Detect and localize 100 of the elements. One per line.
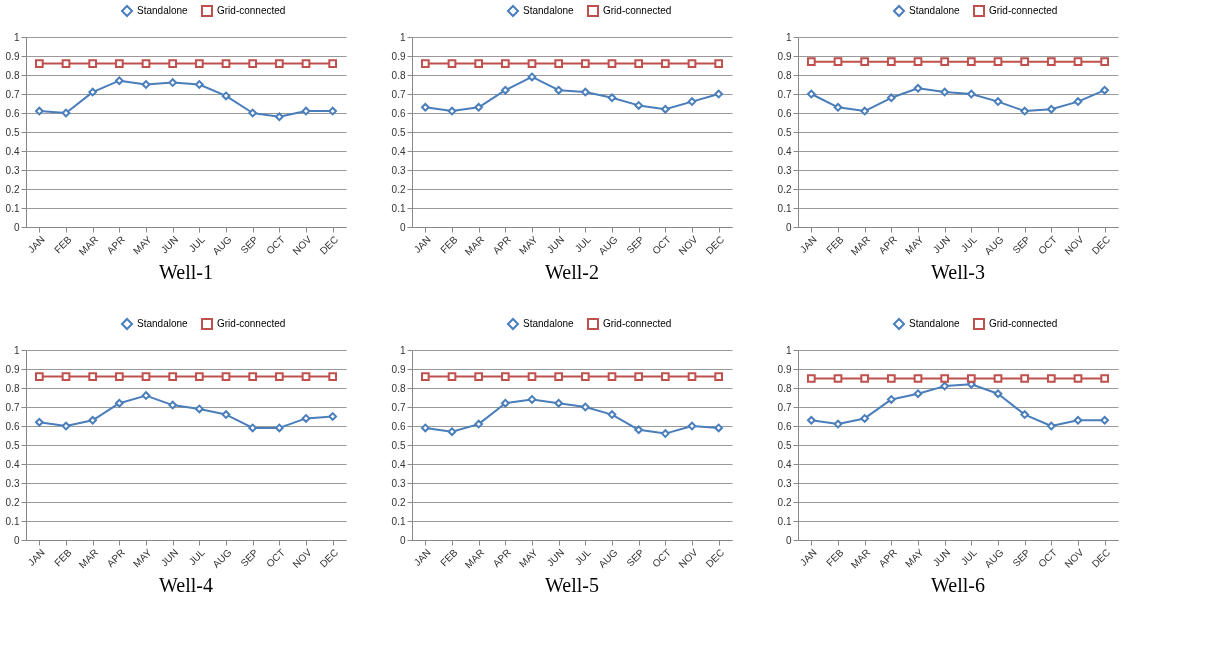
point bbox=[61, 372, 71, 381]
text: Well-4 bbox=[159, 573, 213, 596]
y-tick-label: 0.7 bbox=[777, 401, 792, 413]
point bbox=[301, 106, 311, 116]
x-tick-label: JUN bbox=[930, 546, 953, 569]
point bbox=[527, 372, 537, 381]
point bbox=[114, 76, 124, 86]
point bbox=[168, 400, 178, 410]
text: Well-2 bbox=[545, 260, 599, 283]
point bbox=[500, 85, 510, 95]
point bbox=[993, 374, 1003, 383]
y-tick-label: 0.3 bbox=[777, 164, 792, 176]
y-tick-label: 0.9 bbox=[391, 50, 406, 62]
point bbox=[328, 372, 338, 381]
point bbox=[168, 78, 178, 87]
y-tick-label: 0.8 bbox=[391, 69, 406, 81]
point bbox=[833, 374, 843, 383]
point bbox=[913, 57, 923, 67]
y-tick-label: 0.1 bbox=[777, 202, 792, 214]
x-tick-label: SEP bbox=[624, 233, 647, 256]
legend-label: Grid-connected bbox=[603, 5, 672, 16]
point bbox=[34, 59, 44, 68]
x-tick-label: JUL bbox=[958, 546, 980, 568]
y-tick-label: 0.4 bbox=[777, 145, 792, 157]
y-tick-label: 0.1 bbox=[391, 515, 406, 527]
y-tick-label: 0.8 bbox=[5, 382, 20, 394]
point bbox=[580, 59, 590, 68]
y-tick-label: 0.1 bbox=[5, 202, 20, 214]
x-tick-label: JUN bbox=[544, 546, 567, 569]
point bbox=[860, 374, 870, 383]
point bbox=[114, 372, 124, 381]
legend-label: Standalone bbox=[137, 318, 189, 329]
legend-label: Grid-connected bbox=[217, 318, 286, 329]
point bbox=[500, 398, 510, 408]
point bbox=[447, 59, 457, 68]
point bbox=[806, 374, 816, 383]
y-tick-label: 0.2 bbox=[5, 496, 20, 508]
point bbox=[141, 391, 151, 400]
legend-label: Standalone bbox=[909, 318, 961, 329]
y-tick-label: 0.5 bbox=[777, 439, 792, 451]
point bbox=[687, 372, 697, 381]
point bbox=[913, 83, 923, 93]
point bbox=[1046, 421, 1056, 431]
y-tick-label: 0.3 bbox=[391, 164, 406, 176]
point bbox=[554, 85, 564, 95]
point bbox=[194, 59, 204, 68]
y-tick-label: 1 bbox=[785, 31, 792, 43]
point bbox=[833, 102, 843, 112]
point bbox=[940, 381, 950, 391]
x-tick-label: JUL bbox=[572, 546, 594, 568]
y-tick-label: 0.3 bbox=[391, 477, 406, 489]
y-tick-label: 0.4 bbox=[391, 145, 406, 157]
point bbox=[474, 372, 484, 381]
point bbox=[474, 59, 484, 68]
point bbox=[554, 59, 564, 68]
point bbox=[88, 59, 98, 68]
y-tick-label: 0 bbox=[13, 221, 20, 233]
y-tick-label: 0.1 bbox=[5, 515, 20, 527]
point bbox=[1100, 85, 1110, 95]
point bbox=[221, 91, 231, 101]
point bbox=[860, 106, 870, 116]
point bbox=[274, 372, 284, 381]
point bbox=[248, 423, 258, 433]
y-tick-label: 0.4 bbox=[391, 458, 406, 470]
x-tick-label: JAN bbox=[411, 546, 433, 568]
point bbox=[248, 59, 258, 68]
y-tick-label: 0.6 bbox=[5, 420, 20, 432]
point bbox=[554, 372, 564, 381]
point bbox=[714, 89, 724, 99]
point bbox=[1073, 97, 1083, 106]
y-tick-label: 0.3 bbox=[777, 477, 792, 489]
point bbox=[88, 87, 98, 97]
text: Well-3 bbox=[931, 260, 985, 283]
y-tick-label: 0.8 bbox=[777, 382, 792, 394]
point bbox=[527, 59, 537, 68]
x-tick-label: SEP bbox=[624, 546, 647, 569]
point bbox=[328, 412, 338, 421]
text: Well-1 bbox=[159, 260, 213, 283]
point bbox=[500, 372, 510, 381]
y-tick-label: 0.8 bbox=[777, 69, 792, 81]
point bbox=[580, 372, 590, 381]
y-tick-label: 0.2 bbox=[391, 183, 406, 195]
y-tick-label: 0.4 bbox=[5, 145, 20, 157]
y-tick-label: 0.7 bbox=[5, 401, 20, 413]
legend-label: Grid-connected bbox=[989, 5, 1058, 16]
point bbox=[141, 59, 151, 68]
point bbox=[1100, 374, 1110, 383]
x-tick-label: JAN bbox=[25, 546, 47, 568]
point bbox=[527, 395, 537, 404]
point bbox=[806, 415, 816, 425]
y-tick-label: 0.9 bbox=[777, 363, 792, 375]
x-tick-label: JUL bbox=[186, 233, 208, 255]
point bbox=[1046, 104, 1056, 114]
point bbox=[634, 59, 644, 68]
y-tick-label: 0.6 bbox=[777, 420, 792, 432]
point bbox=[194, 372, 204, 381]
point bbox=[447, 106, 457, 116]
point bbox=[500, 59, 510, 68]
point bbox=[221, 410, 231, 419]
x-tick-label: JAN bbox=[797, 546, 819, 568]
